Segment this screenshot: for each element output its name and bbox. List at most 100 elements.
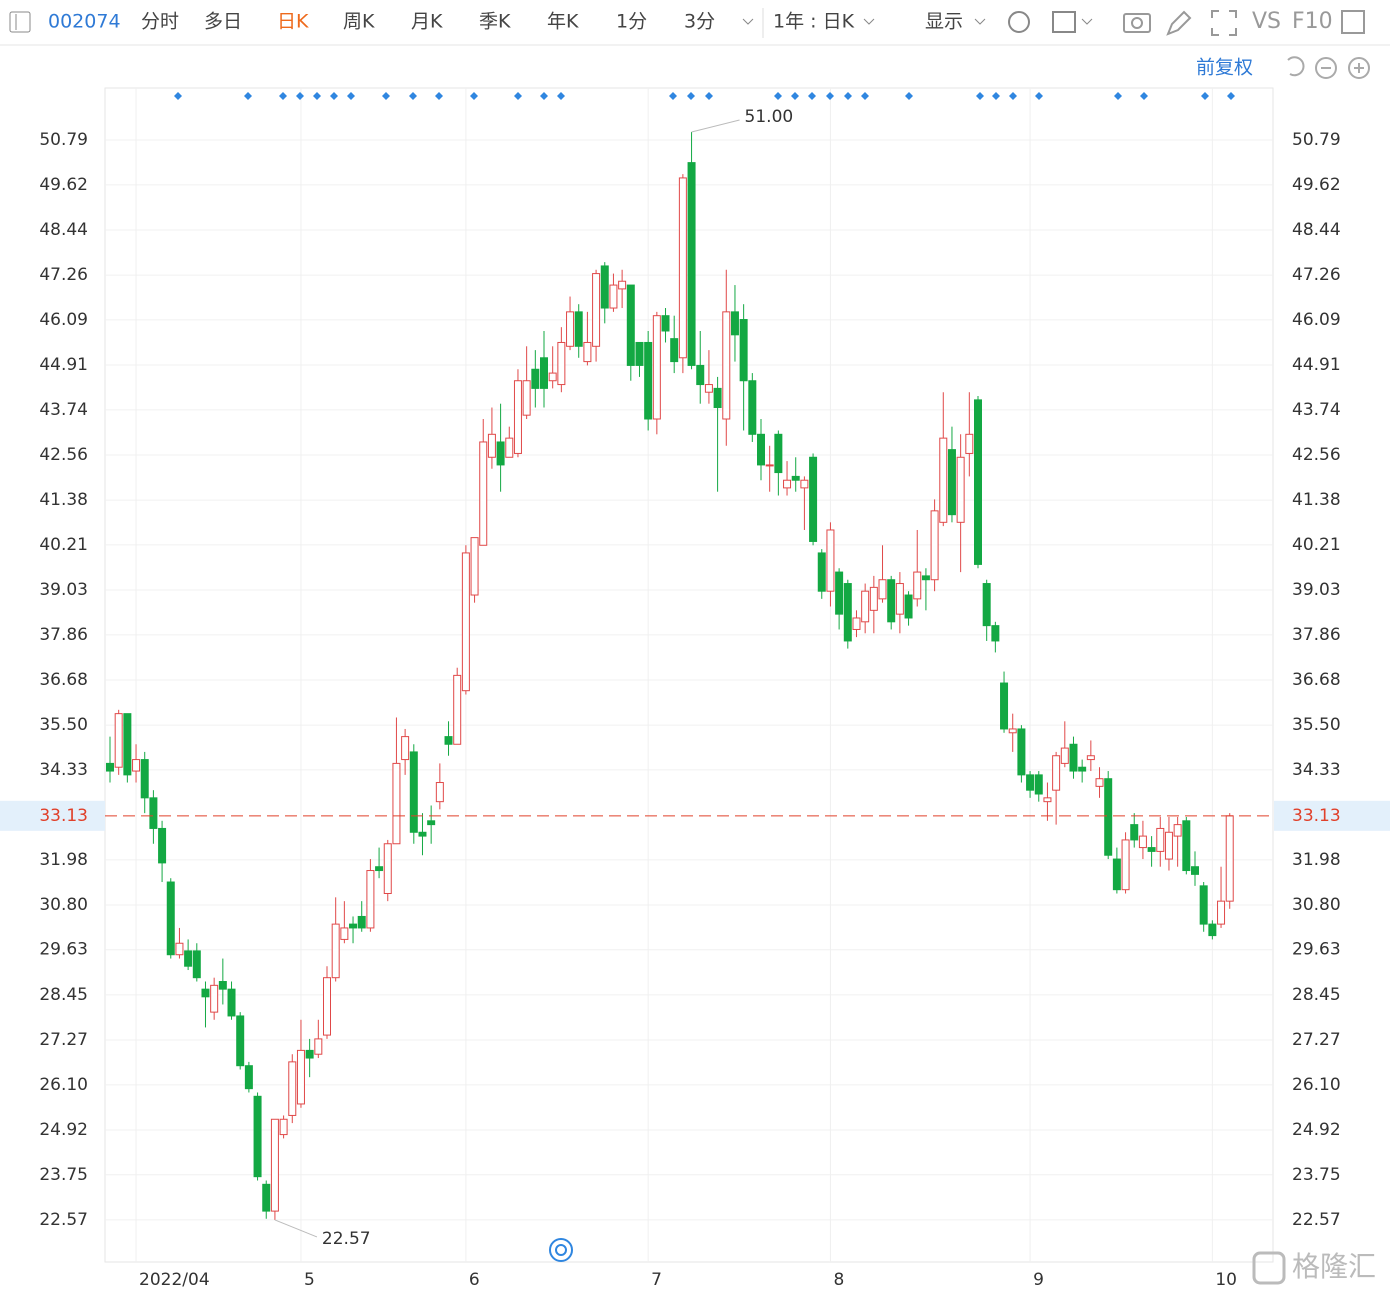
tab[interactable]: 分时 (141, 11, 179, 33)
candle-body (323, 977, 331, 1036)
candle-body (531, 368, 540, 389)
tab[interactable]: 年K (547, 11, 579, 33)
candle-body (1121, 839, 1130, 891)
candle-body (791, 475, 800, 481)
range-select[interactable]: 1年 : 日K (773, 11, 855, 33)
candle-body (956, 456, 965, 523)
y-tick-label: 24.92 (39, 1120, 88, 1140)
camera-lens (1131, 17, 1143, 29)
reset-icon[interactable] (1287, 56, 1305, 77)
candle-body (244, 1065, 253, 1090)
candle-body (158, 827, 167, 864)
y-tick-label-right: 31.98 (1292, 850, 1341, 870)
y-tick-label: 44.91 (39, 355, 88, 375)
search-icon[interactable] (549, 1238, 573, 1262)
fullscreen-icon[interactable] (1211, 10, 1237, 36)
candle-body (783, 479, 792, 489)
camera-icon[interactable] (1123, 13, 1151, 33)
candle-body (1164, 831, 1173, 860)
candle-body (340, 927, 349, 940)
stock-code[interactable]: 002074 (48, 11, 121, 33)
candle-body (878, 579, 887, 600)
y-tick-label-right: 42.56 (1292, 445, 1341, 465)
candle-body (930, 510, 939, 581)
candle-body (1043, 797, 1052, 803)
tab[interactable]: 季K (479, 11, 511, 33)
candle-body (375, 866, 384, 872)
tab[interactable]: 日K (277, 11, 309, 33)
tab[interactable]: 多日 (204, 11, 242, 33)
y-tick-label: 47.26 (39, 265, 88, 285)
candle-body (644, 341, 653, 420)
candle-body (852, 617, 861, 630)
candles (106, 132, 1234, 1220)
y-tick-label: 26.10 (39, 1075, 88, 1095)
candle-body (1112, 858, 1121, 891)
draw-icon[interactable] (1166, 10, 1192, 36)
y-tick-label: 22.57 (39, 1210, 88, 1230)
candle-body (817, 552, 826, 592)
y-tick-label-right: 46.09 (1292, 310, 1341, 330)
candle-body (305, 1049, 314, 1059)
y-tick-label-right: 26.10 (1292, 1075, 1341, 1095)
tab[interactable]: 月K (411, 11, 443, 33)
candle-body (192, 950, 201, 979)
candle-body (713, 387, 722, 409)
zoom-in-icon[interactable] (1348, 57, 1370, 79)
candle-body (800, 479, 809, 489)
candle-body (1000, 682, 1009, 730)
candle-body (218, 981, 227, 990)
candle-body (652, 315, 661, 420)
candle-body (592, 273, 601, 347)
candle-body (184, 950, 193, 967)
f10-button[interactable]: F10 (1292, 9, 1333, 34)
vs-button[interactable]: VS (1252, 9, 1281, 34)
y-tick-label: 34.33 (39, 760, 88, 780)
candle-body (1060, 747, 1069, 764)
adjust-button[interactable]: 前复权 (1196, 57, 1253, 79)
zoom-out-icon[interactable] (1315, 57, 1337, 79)
panel-icon[interactable] (9, 11, 31, 33)
candle-body (383, 843, 392, 894)
candle-body (1034, 774, 1043, 795)
candle-body (1130, 824, 1139, 841)
color-icon[interactable] (1052, 11, 1076, 33)
candle-body (392, 762, 401, 845)
display-select[interactable]: 显示 (925, 11, 963, 33)
y-tick-label: 27.27 (39, 1030, 88, 1050)
x-tick-label: 10 (1215, 1270, 1237, 1290)
tab[interactable]: 周K (343, 11, 375, 33)
y-tick-label: 50.79 (39, 130, 88, 150)
candle-body (262, 1183, 271, 1212)
candle-body (123, 713, 132, 776)
y-tick-label: 30.80 (39, 895, 88, 915)
tab[interactable]: 3分 (684, 11, 715, 33)
candle-body (1008, 728, 1017, 734)
sidebar-icon[interactable] (1341, 10, 1365, 34)
tab[interactable]: 1分 (616, 11, 647, 33)
candle-body (331, 923, 340, 979)
candle-body (349, 923, 358, 929)
high-label: 51.00 (745, 107, 794, 127)
candle-body (626, 284, 635, 366)
candle-body (314, 1038, 323, 1055)
high-pointer (691, 119, 740, 133)
y-tick-label: 23.75 (39, 1165, 88, 1185)
candle-body (548, 372, 557, 382)
y-tick-label-right: 27.27 (1292, 1030, 1341, 1050)
candle-body (435, 782, 444, 803)
candle-body (401, 736, 410, 761)
candle-body (444, 736, 453, 745)
candle-body (913, 571, 922, 600)
candle-body (106, 762, 114, 772)
settings-icon[interactable] (1008, 11, 1030, 33)
candle-body (132, 759, 141, 772)
candle-body (557, 341, 566, 386)
candle-body (253, 1095, 262, 1178)
candle-body (149, 797, 158, 829)
candle-body (661, 315, 670, 332)
y-tick-label: 28.45 (39, 985, 88, 1005)
chevron (974, 18, 986, 25)
candle-body (470, 537, 479, 596)
last-price-label: 33.13 (1292, 806, 1341, 826)
